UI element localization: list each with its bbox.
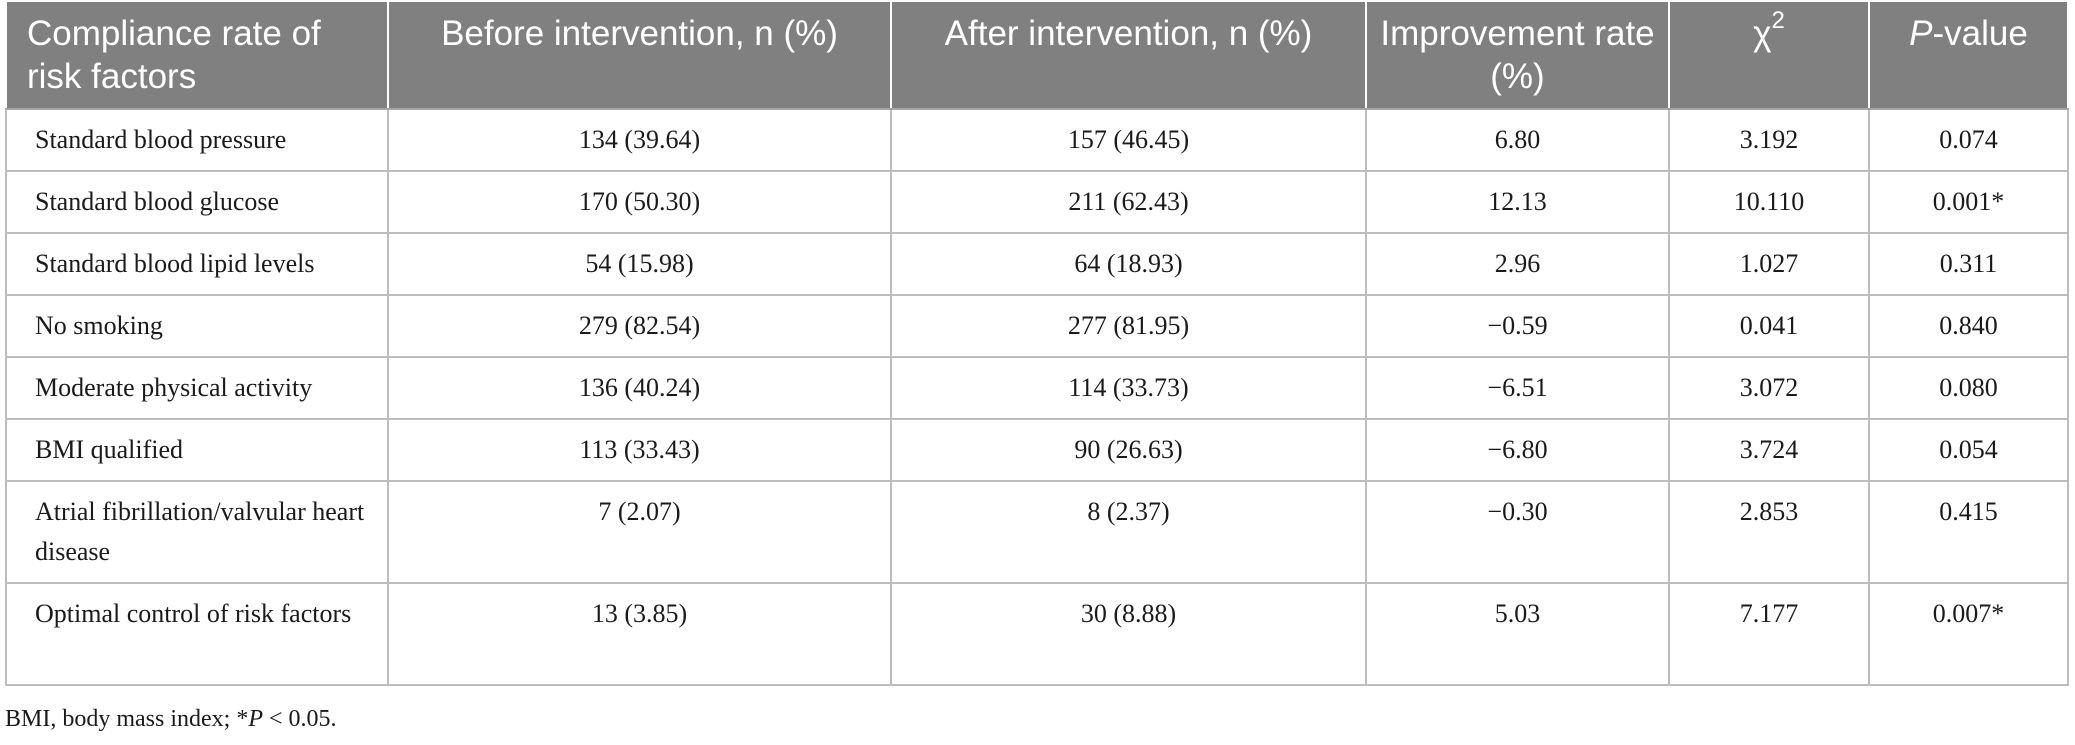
table-row: BMI qualified 113 (33.43) 90 (26.63) −6.… [5,418,2069,482]
table-row: No smoking 279 (82.54) 277 (81.95) −0.59… [5,294,2069,358]
cell-factor: Moderate physical activity [5,356,389,420]
cell-p-value: 0.007* [1868,582,2069,686]
cell-before: 7 (2.07) [387,480,892,584]
cell-improvement: −6.80 [1365,418,1670,482]
cell-factor: Optimal control of risk factors [5,582,389,686]
cell-after: 114 (33.73) [890,356,1367,420]
cell-improvement: 12.13 [1365,170,1670,234]
header-compliance-rate: Compliance rate of risk factors [5,0,389,110]
cell-p-value: 0.415 [1868,480,2069,584]
cell-before: 279 (82.54) [387,294,892,358]
cell-before: 134 (39.64) [387,108,892,172]
cell-chi2: 2.853 [1668,480,1870,584]
cell-p-value: 0.840 [1868,294,2069,358]
cell-improvement: −6.51 [1365,356,1670,420]
cell-chi2: 10.110 [1668,170,1870,234]
cell-p-value: 0.001* [1868,170,2069,234]
cell-before: 170 (50.30) [387,170,892,234]
cell-factor: No smoking [5,294,389,358]
cell-chi2: 1.027 [1668,232,1870,296]
header-chi-square: χ2 [1668,0,1870,110]
cell-p-value: 0.054 [1868,418,2069,482]
cell-after: 64 (18.93) [890,232,1367,296]
cell-improvement: 2.96 [1365,232,1670,296]
cell-chi2: 3.724 [1668,418,1870,482]
cell-after: 8 (2.37) [890,480,1367,584]
results-table: Compliance rate of risk factors Before i… [5,0,2069,686]
cell-improvement: −0.59 [1365,294,1670,358]
cell-factor: Standard blood pressure [5,108,389,172]
header-row: Compliance rate of risk factors Before i… [5,0,2069,110]
table-footnote: BMI, body mass index; *P < 0.05. [5,706,337,733]
cell-factor: BMI qualified [5,418,389,482]
p-value-suffix: -value [1932,14,2028,53]
cell-factor: Standard blood glucose [5,170,389,234]
chi-symbol: χ [1753,14,1772,53]
header-before-intervention: Before intervention, n (%) [387,0,892,110]
footnote-suffix: < 0.05. [263,706,337,732]
table-row: Atrial fibrillation/valvular heart disea… [5,480,2069,584]
cell-p-value: 0.074 [1868,108,2069,172]
cell-after: 277 (81.95) [890,294,1367,358]
results-table-container: Compliance rate of risk factors Before i… [5,0,2069,686]
cell-p-value: 0.080 [1868,356,2069,420]
header-p-value: P-value [1868,0,2069,110]
cell-chi2: 3.072 [1668,356,1870,420]
footnote-p-letter: P [248,706,263,732]
cell-after: 157 (46.45) [890,108,1367,172]
cell-p-value: 0.311 [1868,232,2069,296]
table-header: Compliance rate of risk factors Before i… [5,0,2069,110]
cell-chi2: 0.041 [1668,294,1870,358]
cell-before: 54 (15.98) [387,232,892,296]
cell-improvement: −0.30 [1365,480,1670,584]
table-row: Moderate physical activity 136 (40.24) 1… [5,356,2069,420]
cell-before: 13 (3.85) [387,582,892,686]
cell-after: 90 (26.63) [890,418,1367,482]
table-row: Standard blood glucose 170 (50.30) 211 (… [5,170,2069,234]
table-row: Optimal control of risk factors 13 (3.85… [5,582,2069,686]
cell-improvement: 6.80 [1365,108,1670,172]
cell-chi2: 3.192 [1668,108,1870,172]
cell-before: 136 (40.24) [387,356,892,420]
cell-factor: Standard blood lipid levels [5,232,389,296]
cell-before: 113 (33.43) [387,418,892,482]
cell-after: 30 (8.88) [890,582,1367,686]
p-letter: P [1909,14,1933,53]
cell-chi2: 7.177 [1668,582,1870,686]
header-improvement-rate: Improvement rate (%) [1365,0,1670,110]
cell-improvement: 5.03 [1365,582,1670,686]
table-body: Standard blood pressure 134 (39.64) 157 … [5,108,2069,686]
cell-factor: Atrial fibrillation/valvular heart disea… [5,480,389,584]
table-row: Standard blood lipid levels 54 (15.98) 6… [5,232,2069,296]
header-after-intervention: After intervention, n (%) [890,0,1367,110]
table-row: Standard blood pressure 134 (39.64) 157 … [5,108,2069,172]
chi-superscript: 2 [1771,7,1785,35]
footnote-prefix: BMI, body mass index; * [5,706,249,732]
cell-after: 211 (62.43) [890,170,1367,234]
